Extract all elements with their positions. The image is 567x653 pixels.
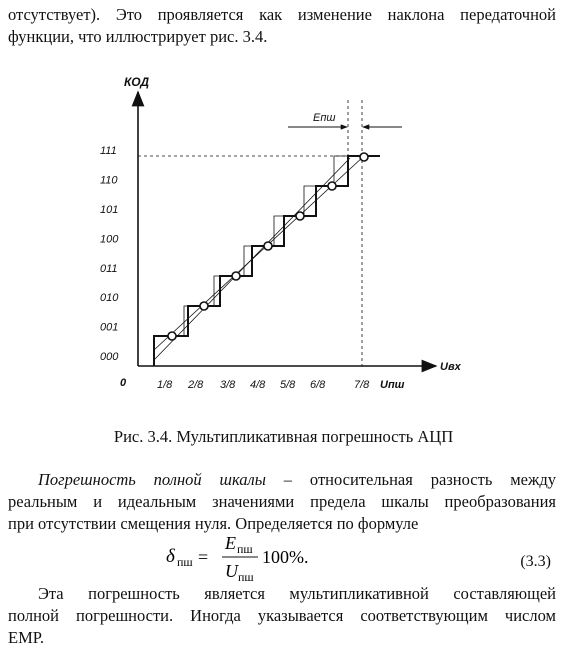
equation-number: (3.3) [520,553,551,570]
code-point [359,152,369,162]
intro-line-2: функции, что иллюстрирует рис. 3.4. [8,27,268,46]
y-tick-label: 111 [100,145,117,157]
x-tick-labels: 1/8 2/8 3/8 4/8 5/8 6/8 7/8 Uпш [157,379,405,391]
intro-line-1: отсутствует). Это проявляется как измене… [8,5,556,24]
y-axis-label: КОД [124,75,149,89]
code-point [327,181,337,191]
formula-num-symbol: E [224,533,236,553]
x-tick-label: Uпш [380,379,405,391]
x-tick-label: 6/8 [310,379,326,391]
x-tick-label: 2/8 [187,379,204,391]
error-label: Eпш [313,112,336,124]
x-axis-label: Uвх [440,361,462,373]
code-point [167,331,177,341]
real-staircase [153,155,380,366]
x-tick-label: 1/8 [157,379,173,391]
code-point [231,271,241,281]
figure-caption: Рис. 3.4. Мультипликативная погрешность … [113,427,454,446]
code-point [263,241,273,251]
formula-tail: 100%. [262,547,309,567]
formula-num-sub: пш [237,542,253,556]
x-tick-label: 3/8 [220,379,236,391]
y-tick-label: 101 [100,204,118,216]
formula-lhs-sub: пш [177,555,193,569]
code-point [295,211,305,221]
formula-3-3: δ пш = E пш U пш 100%. [166,533,309,584]
y-tick-label: 000 [100,351,119,363]
formula-den-sub: пш [238,570,254,584]
origin-label: 0 [120,377,127,389]
closing-line-1: Эта погрешность является мультипликативн… [38,584,556,603]
definition-line-1: Погрешность полной шкалы – относительная… [38,470,557,489]
y-tick-label: 100 [100,233,119,245]
formula-den-symbol: U [225,561,239,581]
code-point [199,301,209,311]
adc-transfer-figure: КОД Uвх 0 000 001 010 011 100 101 110 111 1/8 2/… [100,75,462,391]
x-tick-label: 5/8 [280,379,296,391]
definition-line-3: при отсутствии смещения нуля. Определяет… [8,514,419,533]
closing-line-3: ЕМР. [8,628,44,647]
definition-term: Погрешность полной шкалы [38,470,266,489]
y-tick-label: 110 [100,175,118,187]
y-tick-label: 010 [100,292,119,304]
closing-line-2: полной погрешности. Иногда указывается с… [8,606,556,625]
y-tick-labels: 000 001 010 011 100 101 110 111 [100,145,119,363]
y-tick-label: 011 [100,263,118,275]
svg-text:=: = [198,547,208,567]
x-tick-label: 7/8 [354,379,370,391]
formula-lhs-symbol: δ [166,546,176,567]
definition-line-2: реальным и идеальным значениями предела … [8,492,556,511]
x-tick-label: 4/8 [250,379,266,391]
y-tick-label: 001 [100,322,118,334]
